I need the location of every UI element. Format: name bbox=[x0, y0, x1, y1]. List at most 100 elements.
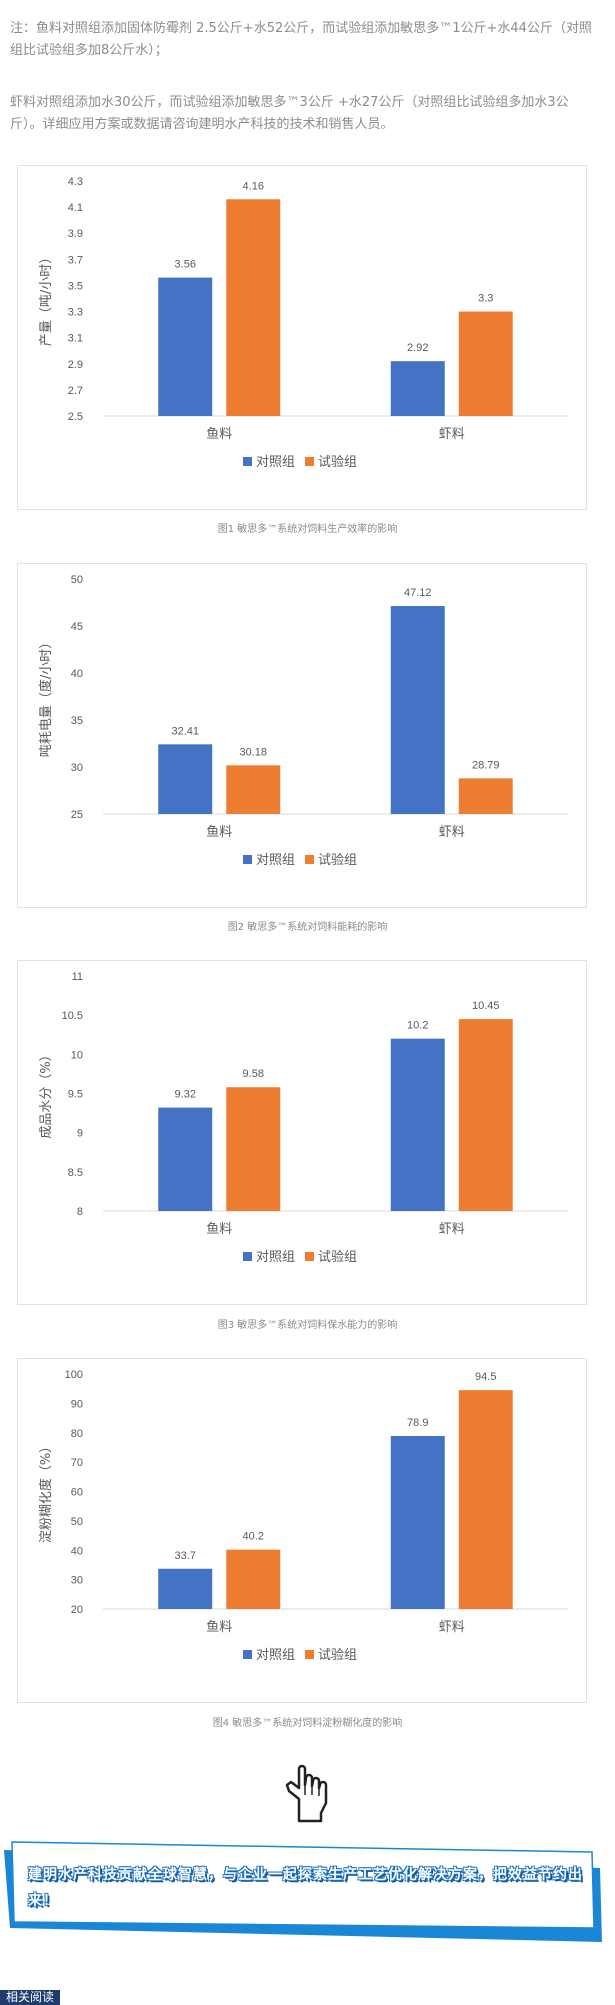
banner-background bbox=[4, 1841, 602, 1942]
data-label: 10.2 bbox=[407, 1020, 428, 1032]
chart-4-caption: 图4 敏思多™系统对饲料淀粉糊化度的影响 bbox=[212, 1718, 403, 1729]
bar-test bbox=[458, 1019, 513, 1211]
y-tick-label: 3.1 bbox=[68, 333, 83, 345]
y-tick-label: 2.5 bbox=[68, 411, 83, 423]
chart-3-svg: 8 8.5 9 9.5 10 10.5 11 成品水分（%） 9.32 9.58 鱼料 10.2 10.… bbox=[39, 971, 568, 1265]
legend-swatch bbox=[305, 1252, 314, 1261]
bar-control bbox=[158, 1568, 213, 1609]
pointing-hand-icon bbox=[275, 1755, 335, 1825]
y-tick-label: 20 bbox=[71, 1604, 83, 1616]
chart-2-panel: 25 30 35 40 45 50 吨耗电量（度/小时） 32.41 30.18 鱼料 47.12 2… bbox=[17, 563, 587, 908]
legend-label: 对照组 bbox=[256, 853, 295, 868]
data-label: 9.58 bbox=[243, 1068, 264, 1080]
data-label: 32.41 bbox=[171, 725, 199, 737]
bar-control bbox=[390, 1435, 445, 1609]
legend-label: 对照组 bbox=[256, 455, 295, 470]
bar-control bbox=[158, 744, 213, 814]
data-label: 94.5 bbox=[475, 1371, 496, 1383]
data-label: 28.79 bbox=[472, 759, 500, 771]
chart-4-svg: 20 30 40 50 60 70 80 90 100 淀粉糊化度（%） 33.7 40.2 鱼料 78.… bbox=[38, 1369, 568, 1663]
data-label: 40.2 bbox=[243, 1531, 264, 1543]
data-label: 78.9 bbox=[407, 1417, 428, 1429]
chart-2-caption: 图2 敏思多™系统对饲料能耗的影响 bbox=[227, 922, 388, 933]
legend-label: 试验组 bbox=[318, 852, 357, 868]
data-label: 2.92 bbox=[407, 342, 428, 354]
x-category-label: 虾料 bbox=[439, 1222, 465, 1237]
bar-test bbox=[226, 1549, 281, 1609]
y-axis-label: 淀粉糊化度（%） bbox=[38, 1440, 54, 1543]
y-tick-label: 2.9 bbox=[68, 359, 83, 371]
chart-3-caption: 图3 敏思多™系统对饲料保水能力的影响 bbox=[217, 1320, 398, 1331]
data-label: 33.7 bbox=[175, 1550, 196, 1562]
legend-swatch bbox=[243, 1650, 252, 1659]
y-tick-label: 40 bbox=[71, 1545, 83, 1557]
x-category-label: 鱼料 bbox=[206, 824, 232, 840]
y-tick-label: 10.5 bbox=[62, 1010, 83, 1022]
y-tick-label: 9.5 bbox=[68, 1089, 83, 1101]
chart-2-svg: 25 30 35 40 45 50 吨耗电量（度/小时） 32.41 30.18 鱼料 47.12 2… bbox=[38, 574, 568, 868]
y-tick-label: 90 bbox=[71, 1398, 83, 1410]
x-category-label: 鱼料 bbox=[206, 1619, 232, 1635]
y-tick-label: 50 bbox=[71, 574, 83, 586]
legend-swatch bbox=[243, 457, 252, 466]
data-label: 10.45 bbox=[472, 1000, 500, 1012]
y-tick-label: 30 bbox=[71, 1575, 83, 1587]
legend-label: 试验组 bbox=[318, 1647, 357, 1663]
bar-test bbox=[458, 1390, 513, 1609]
legend-swatch bbox=[243, 1252, 252, 1261]
y-tick-label: 100 bbox=[65, 1369, 83, 1381]
chart-4-panel: 20 30 40 50 60 70 80 90 100 淀粉糊化度（%） 33.7 40.2 鱼料 78.… bbox=[17, 1358, 587, 1703]
y-tick-label: 30 bbox=[71, 762, 83, 774]
y-axis-label: 产量（吨/小时） bbox=[39, 251, 54, 346]
slogan-banner: 建明水产科技贡献全球智慧，与企业一起探索生产工艺优化解决方案，把效益节约出来！ bbox=[0, 1838, 615, 1948]
y-tick-label: 3.7 bbox=[68, 254, 83, 266]
y-tick-label: 8 bbox=[77, 1206, 83, 1218]
y-tick-label: 9 bbox=[77, 1128, 83, 1140]
legend-label: 试验组 bbox=[318, 454, 357, 470]
banner-slogan-text: 建明水产科技贡献全球智慧，与企业一起探索生产工艺优化解决方案，把效益节约出来！ bbox=[28, 1867, 583, 1909]
y-tick-label: 8.5 bbox=[68, 1167, 83, 1179]
y-tick-label: 4.1 bbox=[68, 202, 83, 214]
y-tick-label: 10 bbox=[71, 1049, 83, 1061]
chart-1-caption: 图1 敏思多™系统对饲料生产效率的影响 bbox=[217, 524, 398, 535]
legend-swatch bbox=[305, 457, 314, 466]
y-tick-label: 70 bbox=[71, 1457, 83, 1469]
bar-control bbox=[390, 606, 445, 814]
related-reading-tag[interactable]: 相关阅读 bbox=[0, 1990, 61, 2005]
y-tick-label: 45 bbox=[71, 621, 83, 633]
bar-test bbox=[226, 1087, 281, 1211]
y-tick-label: 3.9 bbox=[68, 228, 83, 240]
bar-control bbox=[158, 1107, 213, 1211]
x-category-label: 虾料 bbox=[439, 1620, 465, 1635]
bar-test bbox=[458, 778, 513, 814]
y-tick-label: 35 bbox=[71, 715, 83, 727]
bar-control bbox=[158, 277, 213, 416]
x-category-label: 虾料 bbox=[439, 825, 465, 840]
data-label: 30.18 bbox=[239, 746, 267, 758]
y-axis-label: 吨耗电量（度/小时） bbox=[38, 636, 54, 757]
y-tick-label: 80 bbox=[71, 1428, 83, 1440]
y-tick-label: 3.5 bbox=[68, 280, 83, 292]
y-tick-label: 2.7 bbox=[68, 385, 83, 397]
chart-1-panel: 2.5 2.7 2.9 3.1 3.3 3.5 3.7 3.9 4.1 4.3 产量（吨/小时） 3.… bbox=[17, 165, 587, 510]
y-axis-label: 成品水分（%） bbox=[39, 1048, 54, 1138]
legend-label: 对照组 bbox=[256, 1250, 295, 1265]
y-tick-label: 3.3 bbox=[68, 307, 83, 319]
data-label: 4.16 bbox=[243, 180, 264, 192]
x-category-label: 虾料 bbox=[439, 427, 465, 442]
bar-test bbox=[226, 199, 281, 416]
bar-test bbox=[458, 311, 513, 416]
chart-1-svg: 2.5 2.7 2.9 3.1 3.3 3.5 3.7 3.9 4.1 4.3 产量（吨/小时） 3.… bbox=[39, 176, 568, 470]
note-fish-feed: 注：鱼料对照组添加固体防霉剂 2.5公斤+水52公斤，而试验组添加敏思多™1公斤… bbox=[10, 21, 592, 58]
y-tick-label: 60 bbox=[71, 1487, 83, 1499]
data-label: 47.12 bbox=[404, 587, 432, 599]
legend-swatch bbox=[243, 855, 252, 864]
legend-swatch bbox=[305, 1650, 314, 1659]
data-label: 3.56 bbox=[175, 259, 196, 271]
legend-swatch bbox=[305, 855, 314, 864]
x-category-label: 鱼料 bbox=[206, 426, 232, 442]
x-category-label: 鱼料 bbox=[206, 1221, 232, 1237]
bar-control bbox=[390, 361, 445, 416]
legend-label: 对照组 bbox=[256, 1648, 295, 1663]
y-tick-label: 4.3 bbox=[68, 176, 83, 188]
